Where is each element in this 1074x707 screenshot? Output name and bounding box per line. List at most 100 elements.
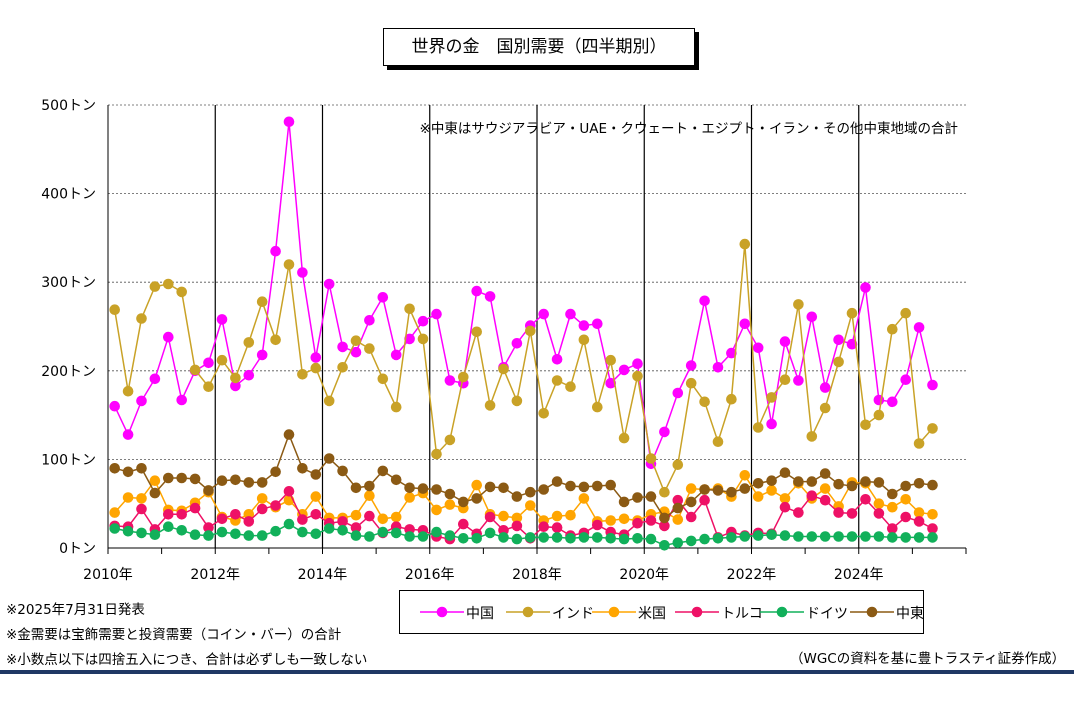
data-point-5: [645, 491, 657, 502]
data-point-0: [752, 342, 764, 354]
data-point-5: [525, 486, 536, 498]
data-point-1: [511, 395, 523, 407]
data-point-5: [605, 479, 616, 491]
data-point-3: [176, 509, 187, 520]
data-point-1: [364, 343, 375, 354]
data-point-1: [860, 419, 871, 431]
data-point-1: [471, 326, 483, 338]
data-point-3: [230, 509, 241, 520]
x-tick-label: 2010年: [83, 567, 133, 583]
source-credit: （WGCの資料を基に豊トラスティ証券作成）: [790, 651, 1066, 667]
data-point-5: [779, 467, 791, 479]
data-point-0: [377, 292, 389, 303]
data-point-4: [659, 540, 670, 551]
data-point-4: [833, 531, 844, 542]
data-point-4: [726, 532, 737, 543]
data-point-0: [404, 333, 415, 345]
data-point-2: [913, 507, 925, 518]
data-point-4: [243, 530, 255, 541]
data-point-3: [511, 520, 523, 532]
legend-label: ドイツ: [806, 606, 848, 622]
data-point-5: [417, 483, 429, 494]
data-point-0: [779, 336, 791, 347]
chart-annotation: ※中東はサウジアラビア・UAE・クウェート・エジプト・イラン・その他中東地域の合…: [420, 121, 958, 137]
data-point-3: [793, 507, 804, 518]
data-point-5: [793, 476, 804, 487]
data-point-0: [578, 320, 590, 331]
data-point-1: [256, 296, 268, 308]
series-line-1: [113, 244, 934, 495]
data-point-4: [377, 526, 389, 538]
data-point-2: [525, 500, 536, 511]
data-point-1: [927, 423, 938, 434]
data-point-2: [578, 493, 590, 504]
data-point-0: [806, 311, 818, 323]
data-point-0: [310, 352, 322, 363]
data-point-4: [122, 525, 134, 537]
data-point-1: [578, 334, 590, 346]
data-point-5: [404, 482, 415, 494]
data-point-5: [297, 463, 308, 474]
note-demand-definition: ※金需要は宝飾需要と投資需要（コイン・バー）の合計: [6, 627, 342, 643]
data-point-1: [189, 364, 201, 376]
data-point-1: [793, 299, 804, 310]
data-point-1: [283, 259, 295, 270]
x-tick-label: 2024年: [834, 567, 884, 583]
data-point-0: [203, 357, 214, 369]
data-point-1: [605, 354, 616, 366]
data-point-0: [913, 322, 925, 333]
data-point-0: [793, 375, 804, 386]
data-point-3: [632, 517, 643, 529]
data-point-0: [846, 338, 858, 350]
data-point-0: [390, 349, 402, 361]
data-point-2: [900, 494, 911, 505]
data-point-2: [149, 475, 161, 487]
data-point-5: [900, 480, 911, 492]
data-point-1: [216, 354, 228, 366]
data-point-1: [498, 363, 509, 375]
data-point-0: [551, 354, 563, 365]
data-point-5: [323, 453, 335, 464]
data-point-5: [592, 480, 603, 492]
data-point-4: [699, 533, 710, 545]
data-point-3: [672, 494, 684, 506]
data-point-3: [350, 522, 362, 533]
data-point-0: [230, 380, 241, 392]
data-point-4: [860, 531, 871, 542]
data-point-4: [538, 532, 549, 543]
data-point-1: [659, 486, 670, 498]
data-point-2: [444, 499, 456, 510]
x-tick-label: 2014年: [298, 567, 348, 583]
data-point-2: [122, 492, 134, 503]
data-point-2: [350, 509, 362, 521]
y-tick-label: 100トン: [41, 452, 96, 468]
data-point-0: [726, 347, 737, 359]
data-point-1: [766, 392, 777, 403]
data-point-5: [283, 429, 295, 440]
data-point-3: [163, 509, 174, 520]
data-point-3: [833, 507, 844, 518]
data-point-2: [431, 504, 442, 516]
data-point-0: [243, 369, 255, 381]
data-point-1: [149, 281, 161, 292]
data-point-5: [632, 492, 643, 503]
data-point-5: [618, 496, 630, 508]
data-point-4: [605, 533, 616, 544]
data-point-5: [806, 476, 818, 487]
data-point-5: [819, 468, 831, 479]
data-point-5: [216, 475, 228, 487]
data-point-4: [149, 529, 161, 540]
data-point-4: [551, 532, 563, 543]
bottom-divider: [0, 670, 1074, 674]
data-point-4: [900, 532, 911, 543]
data-point-1: [538, 408, 549, 419]
data-point-4: [176, 525, 187, 536]
data-point-2: [685, 483, 697, 494]
data-point-2: [618, 513, 630, 525]
data-point-1: [337, 362, 348, 373]
data-point-2: [310, 491, 322, 502]
data-point-1: [417, 333, 429, 345]
data-point-5: [270, 466, 281, 478]
data-point-0: [739, 318, 751, 330]
data-point-2: [605, 515, 616, 526]
